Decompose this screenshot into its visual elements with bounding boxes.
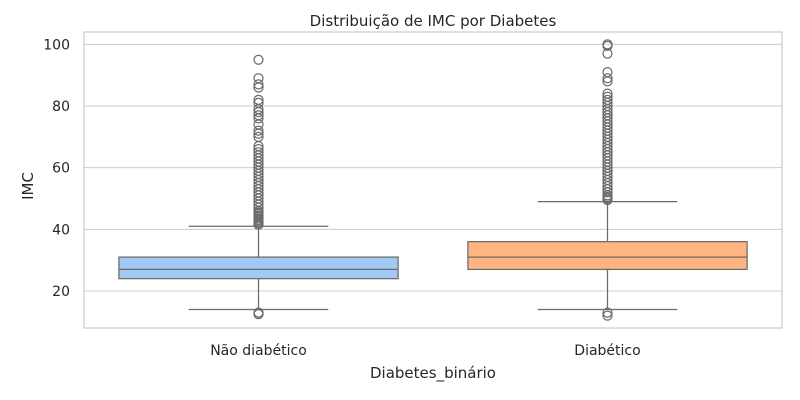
outlier-point bbox=[253, 307, 264, 318]
y-tick-label: 60 bbox=[52, 161, 70, 177]
y-tick-label: 40 bbox=[52, 222, 70, 238]
x-tick-label: Não diabético bbox=[210, 343, 307, 359]
iqr-box bbox=[118, 256, 399, 280]
box-series bbox=[118, 39, 748, 321]
outlier-point bbox=[253, 54, 264, 65]
outlier-point bbox=[602, 94, 613, 105]
outlier-point bbox=[602, 39, 613, 50]
box-group bbox=[118, 54, 399, 320]
plot-frame bbox=[83, 31, 783, 329]
x-axis-label: Diabetes_binário bbox=[370, 364, 496, 383]
outlier-point bbox=[602, 91, 613, 102]
y-axis-label: IMC bbox=[19, 172, 37, 200]
chart-title: Distribuição de IMC por Diabetes bbox=[310, 12, 557, 30]
outlier-point bbox=[253, 110, 264, 121]
iqr-box bbox=[467, 241, 748, 271]
outlier-point bbox=[253, 131, 264, 142]
outlier-point bbox=[253, 147, 264, 158]
outlier-point bbox=[602, 310, 613, 321]
outlier-point bbox=[602, 66, 613, 78]
x-tick-label: Diabético bbox=[574, 343, 640, 359]
outlier-point bbox=[602, 307, 613, 318]
outlier-point bbox=[253, 79, 264, 90]
outlier-point bbox=[253, 97, 264, 109]
outlier-point bbox=[253, 94, 264, 105]
outlier-point bbox=[253, 144, 264, 155]
box-group bbox=[467, 39, 748, 321]
outlier-point bbox=[253, 125, 264, 136]
outlier-point bbox=[602, 73, 613, 84]
outlier-point bbox=[602, 88, 613, 99]
outlier-point bbox=[253, 73, 264, 84]
y-tick-label: 20 bbox=[52, 284, 70, 300]
x-axis-ticks: Não diabético Diabético bbox=[210, 343, 640, 359]
y-axis-ticks: 20 40 60 80 100 bbox=[43, 37, 70, 300]
plot-area-background bbox=[84, 32, 782, 328]
gridlines bbox=[84, 43, 782, 292]
y-tick-label: 80 bbox=[52, 99, 70, 115]
y-tick-label: 100 bbox=[43, 37, 70, 53]
